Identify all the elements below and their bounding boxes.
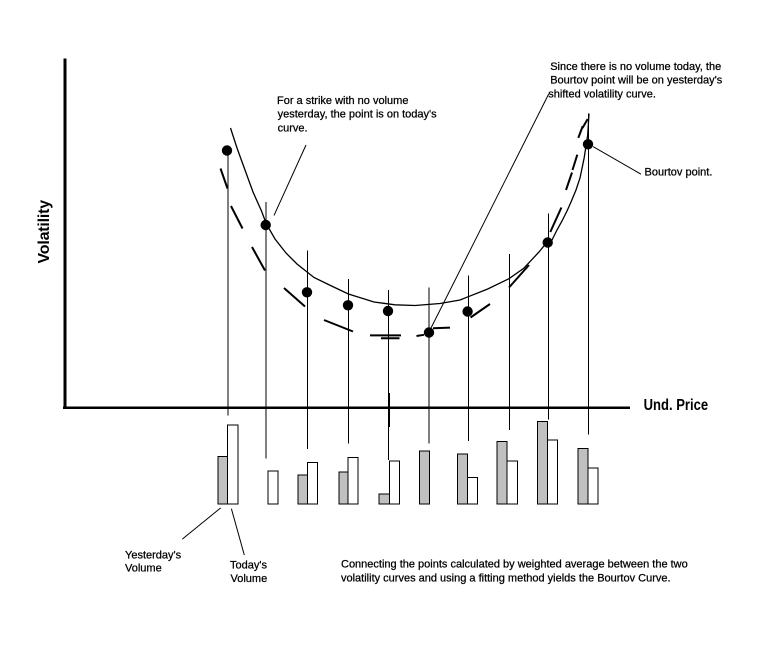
svg-text:For a strike with no volume: For a strike with no volume — [277, 95, 408, 107]
svg-text:Volatility: Volatility — [36, 200, 53, 264]
svg-text:Bourtov point will be on yeste: Bourtov point will be on yesterday's — [550, 75, 723, 87]
svg-text:Connecting the points calculat: Connecting the points calculated by weig… — [341, 558, 688, 570]
svg-text:curve.: curve. — [278, 122, 308, 134]
svg-text:Und. Price: Und. Price — [644, 397, 709, 415]
svg-text:Volume: Volume — [231, 573, 268, 585]
svg-text:Bourtov point.: Bourtov point. — [645, 166, 713, 178]
svg-text:Since there is no volume today: Since there is no volume today, the — [550, 61, 721, 73]
svg-text:yesterday, the point is on tod: yesterday, the point is on today's — [278, 109, 438, 121]
svg-text:Yesterday's: Yesterday's — [125, 549, 182, 561]
svg-text:shifted volatility curve.: shifted volatility curve. — [548, 88, 656, 100]
svg-text:Volume: Volume — [125, 563, 162, 575]
svg-text:volatility curves and using a: volatility curves and using a fitting me… — [341, 572, 671, 584]
svg-text:Today's: Today's — [230, 560, 267, 572]
